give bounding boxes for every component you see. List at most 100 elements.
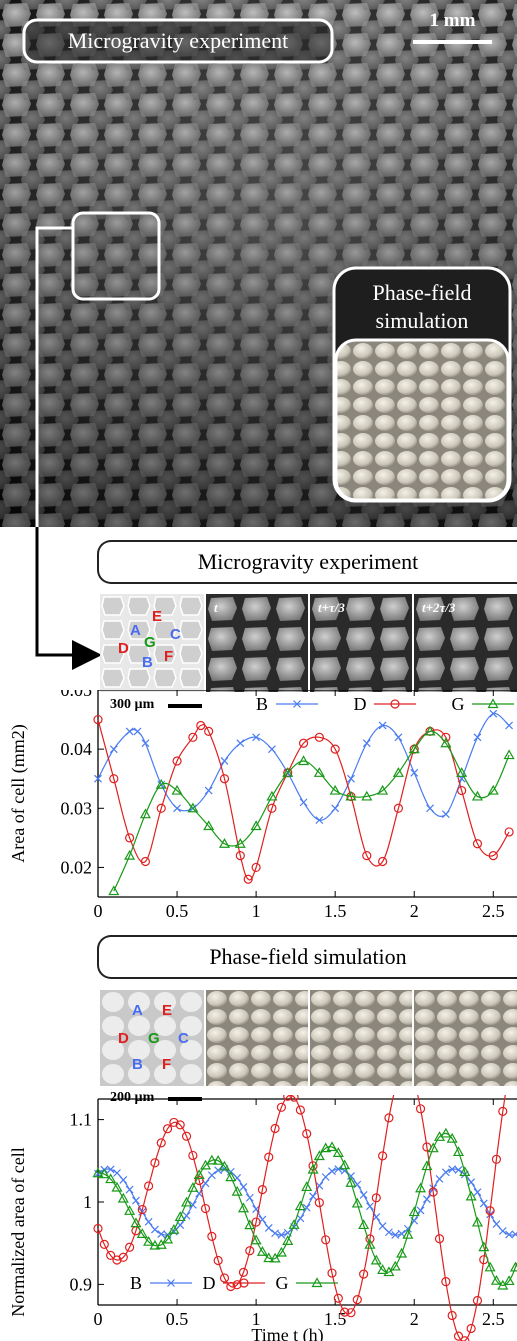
point-B bbox=[394, 733, 403, 742]
y-tick-label: 0.9 bbox=[70, 1274, 93, 1294]
point-B-stroke-b bbox=[385, 1228, 393, 1237]
sim-cell-label-c: C bbox=[178, 1030, 189, 1047]
point-G bbox=[231, 1185, 243, 1196]
point-D bbox=[140, 856, 151, 867]
point-D bbox=[109, 774, 119, 784]
point-G bbox=[98, 1168, 110, 1179]
point-B bbox=[125, 1185, 134, 1194]
point-D bbox=[232, 1280, 242, 1290]
point-G bbox=[392, 767, 404, 777]
point-G bbox=[174, 1211, 186, 1222]
series-B bbox=[94, 1165, 517, 1239]
legend-label-G: G bbox=[452, 694, 465, 714]
point-G bbox=[136, 1228, 148, 1238]
point-B bbox=[473, 733, 482, 742]
point-G bbox=[313, 767, 325, 777]
point-D bbox=[314, 732, 324, 742]
legend-label-B: B bbox=[256, 694, 268, 714]
x-axis-label: Time t (h) bbox=[251, 1325, 323, 1341]
point-B bbox=[435, 1175, 444, 1183]
point-G bbox=[168, 1224, 180, 1234]
x-tick-label: 2 bbox=[410, 1309, 419, 1329]
point-D bbox=[491, 1154, 502, 1164]
point-B-stroke-b bbox=[492, 1220, 501, 1228]
point-G bbox=[332, 1147, 344, 1157]
point-G bbox=[288, 1219, 300, 1229]
point-B-stroke-b bbox=[113, 1169, 121, 1177]
point-D bbox=[488, 851, 498, 861]
point-B-stroke-b bbox=[479, 1199, 488, 1208]
point-B-stroke-b bbox=[328, 1167, 336, 1176]
micrograph-title-box bbox=[22, 18, 334, 64]
point-D bbox=[485, 1206, 495, 1216]
point-G bbox=[124, 849, 136, 860]
point-D bbox=[207, 1231, 217, 1241]
legend-G-marker bbox=[311, 1277, 323, 1288]
point-D bbox=[156, 803, 166, 813]
point-D bbox=[118, 1252, 128, 1262]
point-D bbox=[156, 1138, 166, 1148]
point-G bbox=[263, 1252, 275, 1263]
point-B-stroke-b bbox=[347, 774, 355, 783]
point-B bbox=[236, 739, 245, 748]
point-B bbox=[113, 1169, 121, 1177]
point-G bbox=[345, 1176, 357, 1187]
x-tick-label: 2.5 bbox=[482, 901, 505, 920]
cell-label-f: F bbox=[164, 648, 174, 665]
point-B bbox=[385, 1228, 393, 1237]
y-tick-label: 1.1 bbox=[70, 1110, 93, 1130]
point-G bbox=[383, 1266, 395, 1277]
point-B-stroke-b bbox=[173, 804, 181, 813]
point-G bbox=[294, 1200, 306, 1211]
point-D bbox=[453, 1331, 464, 1341]
point-G bbox=[307, 1163, 319, 1174]
legend-G-marker bbox=[487, 698, 499, 709]
chart-normalized-area: 0 0.5 1 1.5 2 2.5 0.9 1 1.1 Normalized area of ce… bbox=[8, 1095, 517, 1341]
point-D bbox=[194, 1175, 204, 1186]
point-B bbox=[479, 1199, 488, 1208]
point-B bbox=[268, 745, 276, 754]
point-B bbox=[277, 1231, 286, 1239]
point-D bbox=[359, 1269, 369, 1279]
point-G bbox=[282, 1235, 294, 1245]
x-tick-label: 2.5 bbox=[482, 1309, 505, 1329]
point-G bbox=[424, 725, 436, 736]
sim-cell-label-f: F bbox=[162, 1056, 172, 1073]
point-G bbox=[155, 1239, 167, 1249]
point-D bbox=[378, 856, 388, 867]
point-D bbox=[504, 827, 514, 837]
point-B-stroke-b bbox=[321, 1173, 330, 1181]
point-B bbox=[426, 804, 434, 813]
point-D bbox=[243, 874, 253, 884]
point-B-stroke-b bbox=[378, 1222, 387, 1230]
point-G bbox=[130, 1217, 142, 1228]
point-G bbox=[139, 808, 151, 819]
point-G bbox=[465, 1190, 477, 1201]
point-G bbox=[206, 1154, 218, 1165]
point-B bbox=[94, 774, 102, 783]
point-B-stroke-b bbox=[299, 798, 308, 807]
point-B-stroke-b bbox=[125, 727, 134, 736]
point-B bbox=[441, 1168, 450, 1177]
curve-B bbox=[97, 1168, 517, 1236]
point-D bbox=[188, 1150, 198, 1161]
point-D bbox=[441, 1277, 451, 1287]
point-G bbox=[490, 1274, 502, 1285]
selection-box bbox=[71, 211, 161, 301]
point-G bbox=[193, 1169, 205, 1180]
point-B-stroke-b bbox=[133, 727, 142, 736]
point-G bbox=[377, 784, 389, 795]
point-B bbox=[109, 745, 118, 754]
point-B-stroke-b bbox=[372, 1213, 381, 1221]
point-B bbox=[296, 1214, 305, 1223]
point-D bbox=[270, 1123, 280, 1134]
point-B bbox=[173, 804, 181, 813]
point-B bbox=[119, 1176, 128, 1184]
point-D bbox=[150, 1158, 160, 1168]
point-G bbox=[298, 755, 310, 766]
point-B bbox=[422, 1195, 431, 1204]
point-D bbox=[295, 1105, 305, 1115]
frame-t-two-thirds-label: t+2τ/3 bbox=[422, 600, 456, 615]
series-G bbox=[108, 725, 515, 896]
